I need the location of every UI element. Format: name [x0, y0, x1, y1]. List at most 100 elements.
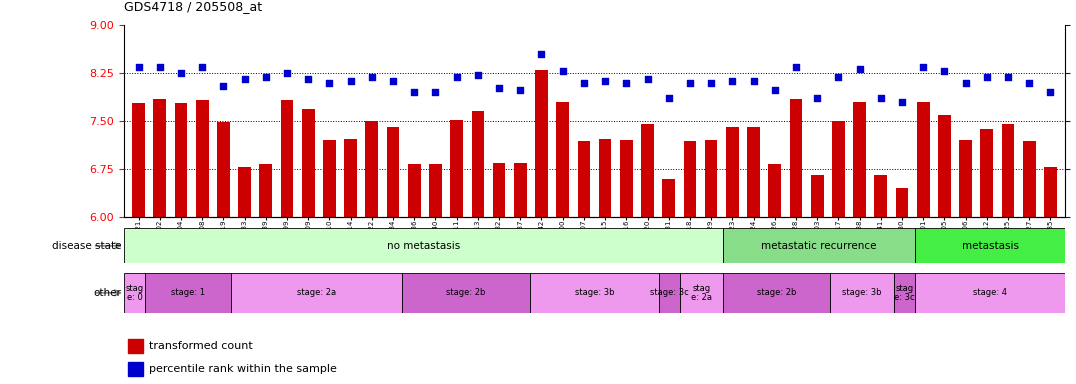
Point	[512, 87, 529, 93]
Text: no metastasis: no metastasis	[386, 241, 459, 251]
Point	[448, 74, 465, 80]
Point	[554, 68, 571, 74]
Text: GDS4718 / 205508_at: GDS4718 / 205508_at	[124, 0, 261, 13]
Bar	[344, 139, 357, 217]
Point	[745, 78, 762, 84]
Bar	[1002, 124, 1015, 217]
Bar	[916, 228, 1065, 263]
Bar	[124, 228, 723, 263]
Text: stage: 1: stage: 1	[171, 288, 204, 297]
Bar	[875, 175, 887, 217]
Point	[1000, 74, 1017, 80]
Bar	[366, 121, 378, 217]
Bar	[230, 273, 402, 313]
Point	[936, 68, 953, 74]
Bar	[471, 111, 484, 217]
Point	[788, 64, 805, 70]
Text: stag
e: 0: stag e: 0	[126, 284, 143, 302]
Bar	[598, 139, 611, 217]
Text: transformed count: transformed count	[150, 341, 253, 351]
Text: stage: 3b: stage: 3b	[575, 288, 614, 297]
Bar	[217, 122, 230, 217]
Point	[130, 64, 147, 70]
Point	[808, 95, 825, 101]
Point	[724, 78, 741, 84]
Bar	[768, 164, 781, 217]
Point	[236, 76, 253, 82]
Point	[384, 78, 401, 84]
Point	[703, 79, 720, 86]
Bar	[916, 273, 1065, 313]
Point	[681, 79, 698, 86]
Bar	[556, 102, 569, 217]
Point	[321, 79, 338, 86]
Point	[406, 89, 423, 95]
Bar	[980, 129, 993, 217]
Bar	[726, 127, 739, 217]
Point	[257, 74, 274, 80]
Bar	[747, 127, 760, 217]
Bar	[259, 164, 272, 217]
Text: stage: 2a: stage: 2a	[297, 288, 336, 297]
Point	[766, 87, 783, 93]
Bar	[830, 273, 894, 313]
Bar	[705, 140, 718, 217]
Bar	[917, 102, 930, 217]
Bar	[938, 114, 951, 217]
Bar	[281, 101, 294, 217]
Bar	[145, 273, 230, 313]
Point	[851, 66, 868, 72]
Text: stage: 3b: stage: 3b	[843, 288, 881, 297]
Point	[596, 78, 613, 84]
Bar	[894, 273, 916, 313]
Point	[172, 70, 189, 76]
Bar	[895, 188, 908, 217]
Text: metastatic recurrence: metastatic recurrence	[762, 241, 877, 251]
Bar	[429, 164, 442, 217]
Text: stag
e: 3c: stag e: 3c	[894, 284, 915, 302]
Point	[1020, 79, 1037, 86]
Point	[427, 89, 444, 95]
Bar	[723, 228, 916, 263]
Point	[533, 51, 550, 57]
Bar	[402, 273, 530, 313]
Text: stag
e: 2a: stag e: 2a	[691, 284, 712, 302]
Bar	[408, 164, 421, 217]
Bar	[450, 120, 463, 217]
Point	[978, 74, 995, 80]
Point	[215, 83, 232, 89]
Text: stage: 2b: stage: 2b	[447, 288, 485, 297]
Bar	[530, 273, 659, 313]
Bar	[641, 124, 654, 217]
Point	[469, 72, 486, 78]
Bar	[386, 127, 399, 217]
Point	[152, 64, 169, 70]
Bar	[302, 109, 314, 217]
Bar	[1044, 167, 1057, 217]
Text: stage: 3c: stage: 3c	[650, 288, 689, 297]
Point	[364, 74, 381, 80]
Point	[491, 85, 508, 91]
Point	[915, 64, 932, 70]
Bar	[196, 101, 209, 217]
Bar	[174, 103, 187, 217]
Bar	[853, 102, 866, 217]
Bar	[154, 99, 166, 217]
Point	[893, 99, 910, 105]
Bar	[680, 273, 723, 313]
Bar	[811, 175, 823, 217]
Bar	[514, 162, 526, 217]
Point	[830, 74, 847, 80]
Bar	[683, 141, 696, 217]
Bar	[323, 140, 336, 217]
Bar	[128, 339, 142, 353]
Point	[660, 95, 677, 101]
Point	[342, 78, 359, 84]
Point	[639, 76, 656, 82]
Bar	[128, 362, 142, 376]
Bar	[1023, 141, 1035, 217]
Bar	[723, 273, 830, 313]
Point	[576, 79, 593, 86]
Point	[1042, 89, 1059, 95]
Point	[957, 79, 974, 86]
